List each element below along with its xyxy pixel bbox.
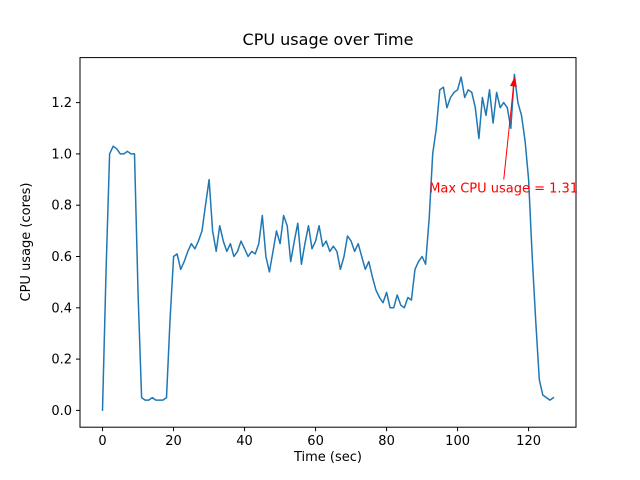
x-tick-label: 0 xyxy=(98,434,106,449)
cpu-usage-line xyxy=(101,73,555,412)
y-tick-label: 0.4 xyxy=(51,301,72,316)
y-axis-label: CPU usage (cores) xyxy=(19,183,34,302)
plot-border xyxy=(79,57,577,428)
y-tick-label: 0.2 xyxy=(51,353,72,368)
x-tick-label: 100 xyxy=(445,434,470,449)
x-tick-label: 60 xyxy=(307,434,324,449)
x-tick-label: 120 xyxy=(516,434,541,449)
y-tick-label: 0.0 xyxy=(51,404,72,419)
y-tick-label: 0.8 xyxy=(51,199,72,214)
max-cpu-annotation-text: Max CPU usage = 1.31 xyxy=(429,181,578,196)
y-tick-label: 1.2 xyxy=(51,96,72,111)
y-tick-label: 1.0 xyxy=(51,147,72,162)
annotation-arrow-line xyxy=(503,77,515,180)
chart-title: CPU usage over Time xyxy=(243,30,414,49)
x-axis-label: Time (sec) xyxy=(293,450,362,465)
x-tick-label: 80 xyxy=(378,434,395,449)
annotation-arrowhead-icon xyxy=(510,77,517,87)
x-tick-label: 40 xyxy=(236,434,253,449)
y-tick-label: 0.6 xyxy=(51,250,72,265)
x-tick-label: 20 xyxy=(165,434,182,449)
